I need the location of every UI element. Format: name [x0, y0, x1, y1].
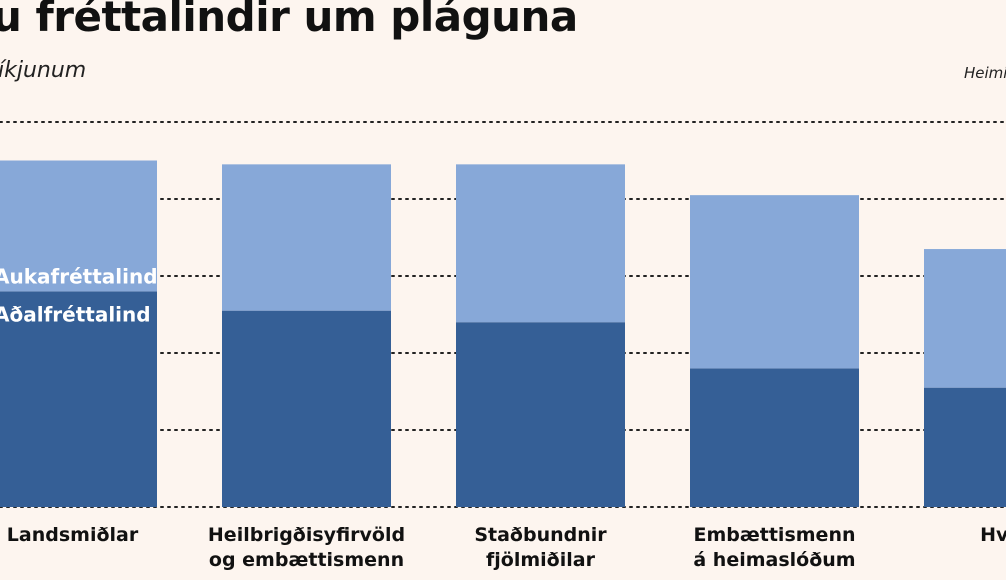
- category-labels: Landsmiðlar Heilbrigðisyfirvöld og embætti…: [7, 524, 1006, 571]
- bar-Aukafréttalind: [924, 249, 1006, 388]
- category-label-line: og embættismenn: [209, 549, 404, 571]
- bar-Aðalfréttalind: [0, 291, 157, 507]
- category-label: Hvíta: [980, 524, 1006, 546]
- bar-Aðalfréttalind: [690, 368, 859, 507]
- category-label-line: á heimaslóðum: [693, 549, 855, 571]
- bar-Aðalfréttalind: [222, 310, 391, 507]
- series-label-secondary: Aukafréttalind: [0, 264, 158, 288]
- bar-Aðalfréttalind: [456, 322, 625, 507]
- category-label: Staðbundnir fjölmiðilar: [474, 524, 607, 571]
- bar-Aukafréttalind: [0, 160, 157, 292]
- category-label: Embættismenn á heimaslóðum: [693, 524, 855, 571]
- bars: [0, 160, 1006, 507]
- chart-source: Heimil: [964, 64, 1006, 82]
- bar-Aukafréttalind: [690, 195, 859, 369]
- category-label-line: Embættismenn: [693, 524, 855, 546]
- category-label-line: Heilbrigðisyfirvöld: [208, 524, 405, 546]
- category-label-line: fjölmiðilar: [486, 549, 596, 571]
- series-labels: Aukafréttalind Aðalfréttalind: [0, 264, 158, 326]
- category-label: Landsmiðlar: [7, 524, 139, 546]
- bar-Aukafréttalind: [222, 164, 391, 311]
- bar-Aukafréttalind: [456, 164, 625, 323]
- category-label-line: Hvíta: [980, 524, 1006, 546]
- series-label-primary: Aðalfréttalind: [0, 302, 151, 326]
- category-label: Heilbrigðisyfirvöld og embættismenn: [208, 524, 405, 571]
- chart-title: u fréttalindir um pláguna: [0, 0, 578, 41]
- chart-subtitle: íkjunum: [0, 58, 87, 83]
- bar-Aðalfréttalind: [924, 387, 1006, 507]
- category-label-line: Staðbundnir: [474, 524, 607, 546]
- category-label-line: Landsmiðlar: [7, 524, 139, 546]
